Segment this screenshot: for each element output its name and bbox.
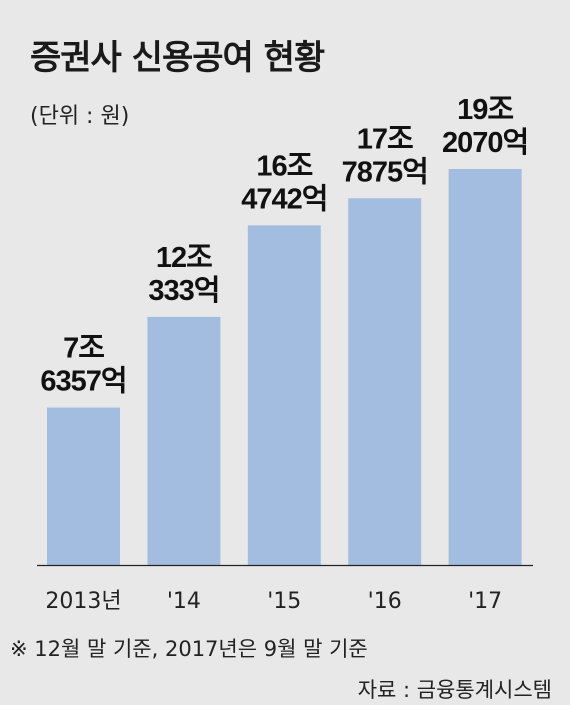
value-label-0-1: 6357억 <box>40 365 126 398</box>
value-label-4-0: 19조 <box>457 94 513 126</box>
bar-4 <box>448 169 522 565</box>
bar-0 <box>47 407 120 565</box>
value-label-1-0: 12조 <box>156 242 212 274</box>
value-label-1-1: 333억 <box>148 274 219 307</box>
bar-1 <box>147 316 221 565</box>
value-label-4-1: 2070억 <box>442 126 528 159</box>
value-label-3-0: 17조 <box>357 123 413 155</box>
x-tick-label-3: '16 <box>368 589 402 614</box>
chart-title: 증권사 신용공여 현황 <box>30 38 325 78</box>
value-label-3-1: 7875억 <box>342 155 428 188</box>
x-tick-labels: 2013년 '14 '15 '16 '17 <box>45 589 502 614</box>
x-tick-label-2: '15 <box>267 589 301 614</box>
bars-group <box>47 169 522 566</box>
value-label-2-1: 4742억 <box>241 182 327 215</box>
value-label-0-0: 7조 <box>63 333 104 365</box>
x-tick-label-4: '17 <box>468 589 502 614</box>
value-label-2-0: 16조 <box>256 150 312 182</box>
bar-3 <box>348 198 422 565</box>
x-tick-label-1: '14 <box>167 589 201 614</box>
unit-label: (단위 : 원) <box>30 104 130 129</box>
bar-2 <box>247 225 321 566</box>
footnote: ※ 12월 말 기준, 2017년은 9월 말 기준 <box>10 637 368 661</box>
source-label: 자료 : 금융통계시스템 <box>357 678 552 702</box>
x-tick-label-0: 2013년 <box>45 589 121 614</box>
